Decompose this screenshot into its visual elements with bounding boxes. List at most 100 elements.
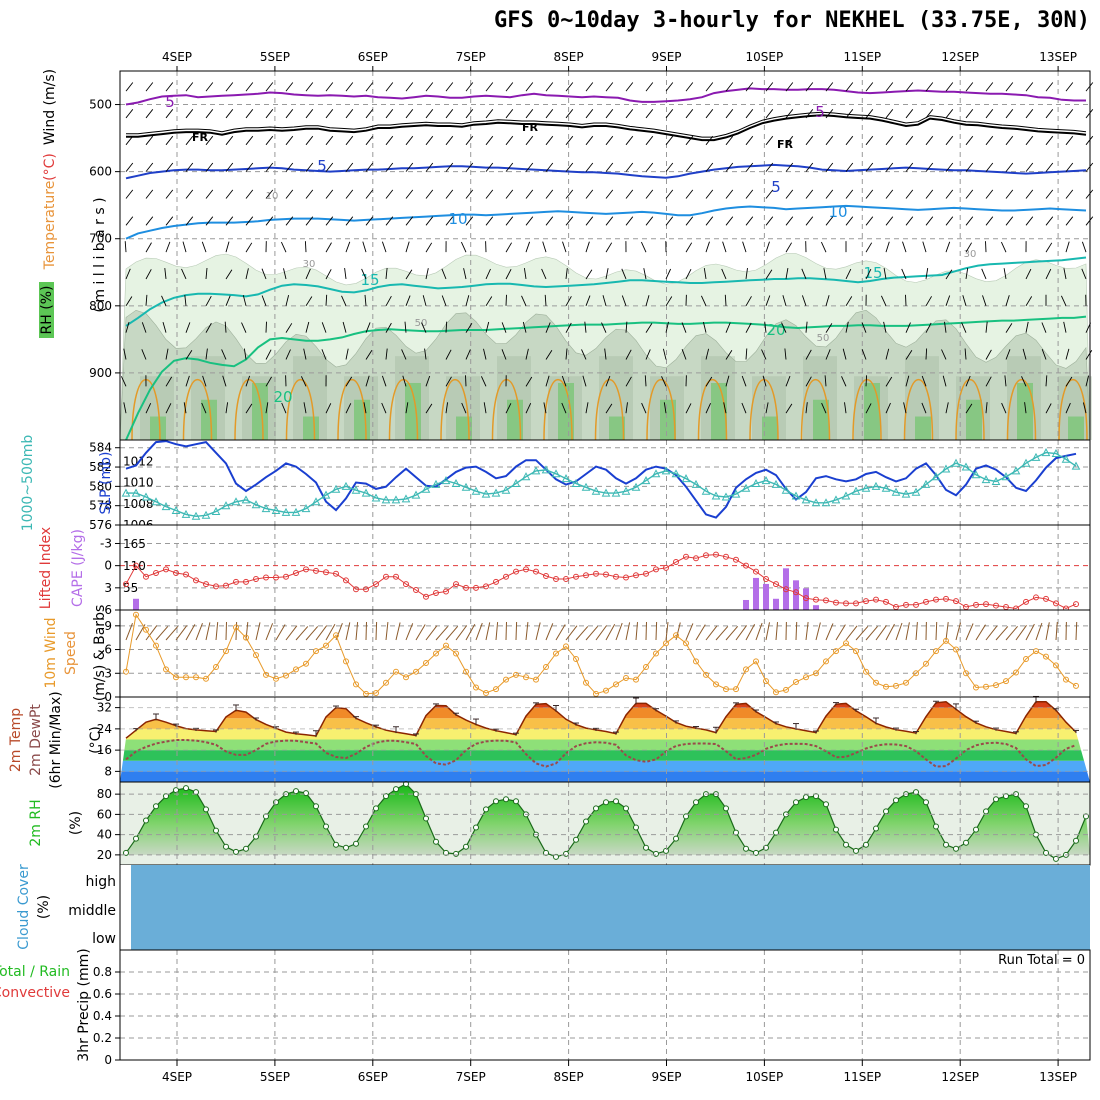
wind-barb	[961, 322, 967, 333]
wind-barb	[1045, 162, 1054, 172]
wind-barb	[1041, 322, 1047, 333]
wind-barb	[865, 82, 874, 92]
wind-barb	[562, 241, 567, 253]
wind-barb	[325, 109, 334, 119]
wind-barb	[305, 109, 314, 119]
wind-barb	[285, 162, 294, 172]
wind-barb	[445, 321, 448, 333]
wind-barb	[225, 216, 234, 226]
wind-speed-point	[613, 681, 619, 688]
wind-barb	[505, 162, 514, 172]
wind-barb	[621, 295, 627, 306]
wind-barb	[1024, 402, 1027, 414]
wind-speed-point	[253, 652, 259, 659]
rh-point	[753, 849, 759, 856]
wind-barb	[825, 349, 831, 360]
wind-barb	[845, 135, 854, 146]
thickness-point	[771, 479, 781, 488]
wind-barb	[845, 268, 852, 280]
lifted-index-point	[933, 596, 939, 603]
wind-barb	[925, 109, 934, 119]
wind-barb-10m	[935, 621, 938, 641]
date-label-bottom: 13SEP	[1039, 1070, 1077, 1084]
wind-barb	[785, 162, 794, 172]
rh-point	[363, 823, 369, 830]
wind-speed-point	[813, 670, 819, 677]
wind-speed-point	[703, 671, 709, 678]
wind-barb	[625, 82, 634, 92]
wind-barb	[525, 241, 531, 253]
wind-barb	[485, 82, 494, 92]
rh-point	[653, 850, 659, 857]
wind-barb-10m	[715, 626, 729, 641]
wind-barb	[125, 109, 134, 119]
y-tick-label-right: 55	[123, 581, 138, 595]
thickness-point	[301, 504, 311, 513]
thickness-point	[411, 490, 421, 499]
wind-barb	[345, 403, 352, 414]
thickness-point	[251, 500, 261, 509]
wind-barb	[345, 348, 349, 360]
wind-barb	[465, 109, 474, 119]
wind-barb	[505, 82, 514, 92]
wind-barb	[1025, 162, 1034, 172]
wind-barb	[185, 349, 193, 360]
wind-barb	[865, 109, 874, 119]
wind-barb	[585, 241, 590, 253]
wind-barb	[965, 403, 973, 414]
lifted-index-point	[133, 562, 139, 569]
rh-point	[1023, 803, 1029, 810]
wind-barb	[845, 321, 849, 333]
thickness-point	[321, 490, 331, 499]
wind-barb	[805, 402, 808, 414]
wind-barb	[245, 162, 254, 172]
wind-barb	[161, 295, 167, 307]
wind-barb	[405, 109, 414, 119]
lifted-index-point	[463, 584, 469, 591]
y-tick-label: 40	[97, 828, 112, 842]
wind-barb	[700, 295, 707, 307]
wind-barb	[381, 402, 387, 414]
lifted-index-axis-label: Lifted Index	[38, 527, 54, 609]
lifted-index-point	[123, 581, 129, 588]
thickness-point	[271, 505, 281, 514]
wind-barb	[205, 322, 212, 333]
wind-barb-10m	[355, 622, 359, 641]
wind-barb	[245, 268, 249, 280]
wind-barb	[321, 322, 327, 333]
rh-point	[373, 805, 379, 812]
y-tick-label-right: 165	[123, 537, 146, 551]
wind-barb	[681, 322, 687, 333]
lifted-index-point	[173, 570, 179, 577]
wind-barb	[543, 402, 547, 414]
lifted-index-point	[903, 601, 909, 608]
wind-speed-point	[863, 668, 869, 675]
wind-barb	[585, 162, 594, 172]
cape-bar	[813, 605, 819, 610]
wind-barb	[643, 268, 647, 280]
rh-point	[803, 794, 809, 801]
wind-barb-10m	[755, 622, 763, 641]
wind-barb	[565, 189, 574, 199]
wind-barb	[945, 162, 954, 172]
wind-barb	[165, 135, 174, 146]
wind-barb-10m	[805, 622, 809, 641]
thickness-point	[851, 486, 861, 495]
wind-barb	[525, 216, 534, 226]
lifted-index-point	[1073, 601, 1079, 608]
wind-speed-point	[793, 678, 799, 685]
contour-label: 20	[273, 388, 292, 406]
wind-speed-point	[433, 650, 439, 657]
rh-plume-shade	[497, 356, 531, 440]
wind-axis-label-2: Speed	[63, 631, 79, 675]
y-tick-label: 24	[97, 722, 112, 736]
thickness-point	[731, 489, 741, 498]
wind-barb	[663, 402, 667, 414]
wind-barb-10m	[565, 625, 578, 641]
wind-speed-point	[923, 660, 929, 667]
contour-label: 20	[766, 321, 785, 339]
lifted-index-point	[883, 598, 889, 605]
wind-barb	[865, 189, 874, 199]
rh2m-axis-label-1: 2m RH	[28, 799, 44, 846]
wind-barb	[625, 349, 632, 360]
